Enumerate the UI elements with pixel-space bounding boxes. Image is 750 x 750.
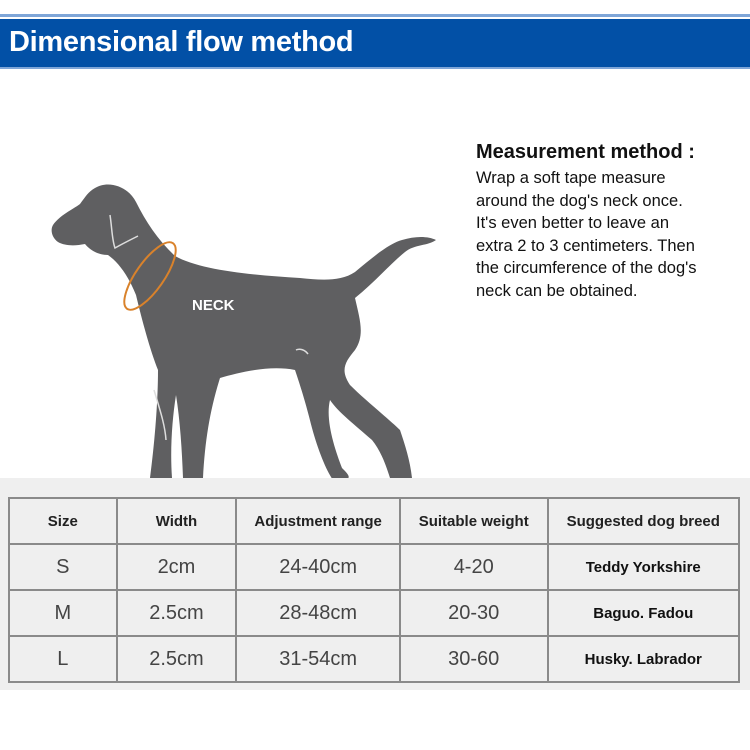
cell-breed: Husky. Labrador bbox=[546, 635, 740, 683]
table-row: S 2cm 24-40cm 4-20 Teddy Yorkshire bbox=[8, 543, 740, 591]
table-row: M 2.5cm 28-48cm 20-30 Baguo. Fadou bbox=[8, 589, 740, 637]
cell-range: 28-48cm bbox=[235, 589, 401, 637]
method-line: around the dog's neck once. bbox=[476, 191, 683, 210]
cell-range: 31-54cm bbox=[235, 635, 401, 683]
method-title: Measurement method : bbox=[476, 141, 695, 163]
ear-outline bbox=[109, 214, 139, 250]
header-suitable-weight: Suitable weight bbox=[398, 497, 549, 545]
method-line: Wrap a soft tape measure bbox=[476, 169, 666, 187]
cell-width: 2cm bbox=[115, 543, 238, 591]
neck-tape-icon bbox=[123, 241, 177, 311]
header-adjustment-range: Adjustment range bbox=[235, 497, 401, 545]
dog-illustration: NECK bbox=[51, 184, 437, 480]
method-text: Wrap a soft tape measure around the dog'… bbox=[476, 167, 746, 303]
header-accent-line bbox=[0, 14, 750, 17]
cell-weight: 30-60 bbox=[398, 635, 549, 683]
cell-weight: 20-30 bbox=[398, 589, 549, 637]
method-line: It's even better to leave an bbox=[476, 214, 670, 233]
size-table: Size Width Adjustment range Suitable wei… bbox=[8, 497, 740, 683]
leg-highlight bbox=[153, 348, 309, 441]
cell-size: S bbox=[8, 543, 118, 591]
cell-weight: 4-20 bbox=[398, 543, 549, 591]
cell-size: L bbox=[8, 635, 118, 683]
method-line: neck can be obtained. bbox=[476, 281, 638, 300]
cell-size: M bbox=[8, 589, 118, 637]
cell-breed: Teddy Yorkshire bbox=[546, 543, 740, 591]
cell-width: 2.5cm bbox=[115, 635, 238, 683]
measurement-method: Measurement method : Wrap a soft tape me… bbox=[476, 141, 746, 303]
header-suggested-breed: Suggested dog breed bbox=[546, 497, 740, 545]
header-width: Width bbox=[115, 497, 238, 545]
header-size: Size bbox=[8, 497, 118, 545]
cell-breed: Baguo. Fadou bbox=[546, 589, 740, 637]
neck-label: NECK bbox=[192, 297, 235, 314]
method-line: the circumference of the dog's bbox=[476, 259, 697, 278]
method-line: extra 2 to 3 centimeters. Then bbox=[476, 236, 695, 255]
table-header-row: Size Width Adjustment range Suitable wei… bbox=[8, 497, 740, 545]
dog-silhouette bbox=[51, 184, 437, 480]
cell-width: 2.5cm bbox=[115, 589, 238, 637]
cell-range: 24-40cm bbox=[235, 543, 401, 591]
table-row: L 2.5cm 31-54cm 30-60 Husky. Labrador bbox=[8, 635, 740, 683]
header-banner: Dimensional flow method bbox=[0, 19, 750, 69]
page-title: Dimensional flow method bbox=[9, 26, 354, 58]
